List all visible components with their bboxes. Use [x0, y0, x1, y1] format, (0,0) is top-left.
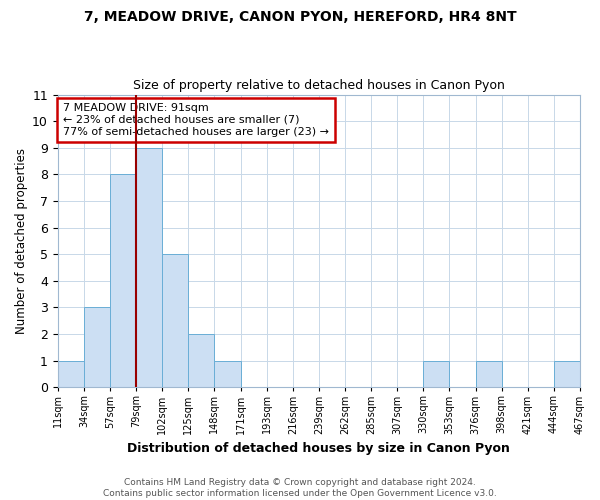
- Text: 7, MEADOW DRIVE, CANON PYON, HEREFORD, HR4 8NT: 7, MEADOW DRIVE, CANON PYON, HEREFORD, H…: [83, 10, 517, 24]
- Bar: [476, 360, 502, 388]
- Bar: [188, 334, 214, 388]
- Bar: [162, 254, 188, 388]
- Bar: [110, 174, 136, 388]
- Bar: [424, 360, 449, 388]
- Bar: [214, 360, 241, 388]
- Y-axis label: Number of detached properties: Number of detached properties: [15, 148, 28, 334]
- Title: Size of property relative to detached houses in Canon Pyon: Size of property relative to detached ho…: [133, 79, 505, 92]
- Bar: [136, 148, 162, 388]
- Text: 7 MEADOW DRIVE: 91sqm
← 23% of detached houses are smaller (7)
77% of semi-detac: 7 MEADOW DRIVE: 91sqm ← 23% of detached …: [63, 104, 329, 136]
- Bar: [554, 360, 580, 388]
- X-axis label: Distribution of detached houses by size in Canon Pyon: Distribution of detached houses by size …: [127, 442, 511, 455]
- Bar: [58, 360, 84, 388]
- Bar: [84, 308, 110, 388]
- Text: Contains HM Land Registry data © Crown copyright and database right 2024.
Contai: Contains HM Land Registry data © Crown c…: [103, 478, 497, 498]
